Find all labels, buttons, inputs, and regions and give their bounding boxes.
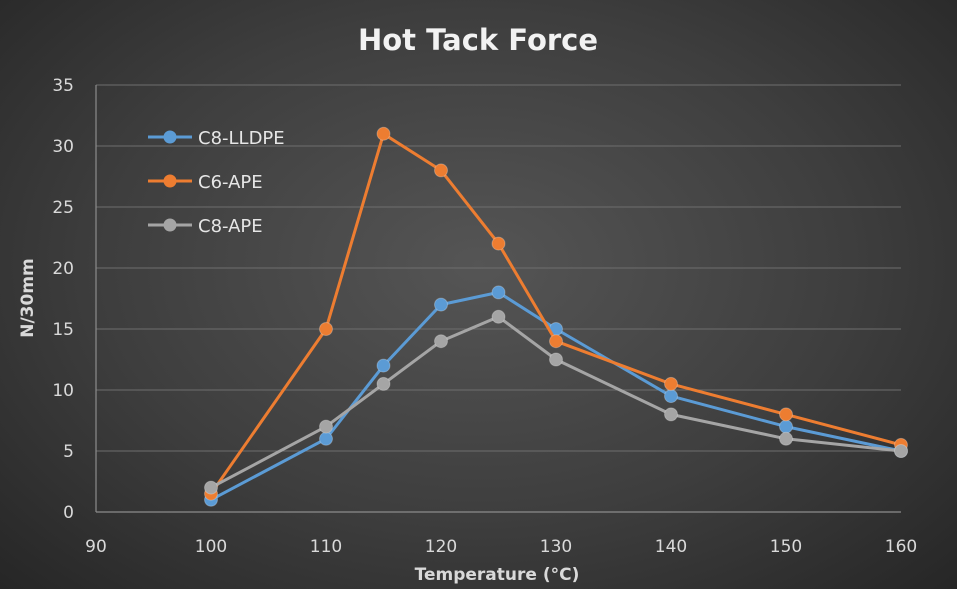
data-point [376, 126, 391, 141]
data-point [491, 236, 506, 251]
x-tick-label: 140 [655, 537, 687, 557]
legend-marker [163, 174, 177, 188]
legend-item: C8-APE [148, 216, 263, 237]
legend-marker [163, 218, 177, 232]
series-c8-lldpe [204, 285, 908, 507]
legend-marker [163, 130, 177, 144]
x-tick-label: 110 [310, 537, 342, 557]
legend: C8-LLDPE C6-APE C8-APE [148, 128, 285, 237]
data-point [376, 358, 391, 373]
y-tick-label: 30 [52, 137, 74, 157]
x-tick-label: 160 [885, 537, 917, 557]
legend-item: C6-APE [148, 172, 263, 193]
data-point [779, 407, 793, 422]
y-tick-label: 10 [52, 381, 74, 401]
gridlines [96, 84, 901, 452]
y-tick-label: 15 [52, 320, 74, 340]
x-axis-label: Temperature (°C) [415, 565, 580, 585]
legend-label: C8-APE [198, 216, 263, 237]
data-point [491, 285, 506, 300]
data-point [664, 376, 678, 391]
series-c6-ape [204, 126, 908, 501]
data-point [664, 389, 678, 404]
x-tick-label: 120 [425, 537, 457, 557]
data-point [549, 334, 563, 349]
legend-item: C8-LLDPE [148, 128, 285, 149]
x-tick-label: 100 [195, 537, 227, 557]
data-point [491, 309, 506, 324]
y-tick-label: 25 [52, 198, 74, 218]
data-point [204, 480, 218, 495]
data-point [434, 334, 448, 349]
y-tick-labels: 0 5 10 15 20 25 30 35 [52, 76, 74, 523]
data-point [376, 376, 391, 391]
data-series [204, 126, 908, 507]
data-point [779, 419, 793, 434]
data-point [549, 352, 563, 367]
x-tick-label: 90 [85, 537, 107, 557]
x-tick-label: 150 [770, 537, 802, 557]
y-tick-label: 5 [63, 442, 74, 462]
x-tick-labels: 90 100 110 120 130 140 150 160 [85, 537, 917, 557]
x-tick-label: 130 [540, 537, 572, 557]
data-point [779, 431, 793, 446]
data-point [319, 431, 333, 446]
legend-label: C8-LLDPE [198, 128, 285, 149]
data-point [434, 297, 448, 312]
data-point [664, 407, 678, 422]
data-point [319, 419, 333, 434]
data-point [434, 163, 448, 178]
series-c8-ape [204, 309, 908, 495]
y-tick-label: 20 [52, 259, 74, 279]
legend-label: C6-APE [198, 172, 263, 193]
y-tick-label: 35 [52, 76, 74, 96]
data-point [894, 444, 908, 458]
chart-title: Hot Tack Force [358, 23, 598, 57]
data-point [319, 322, 333, 336]
y-tick-label: 0 [63, 503, 74, 523]
y-axis-label: N/30mm [18, 258, 38, 338]
axes [95, 85, 901, 513]
